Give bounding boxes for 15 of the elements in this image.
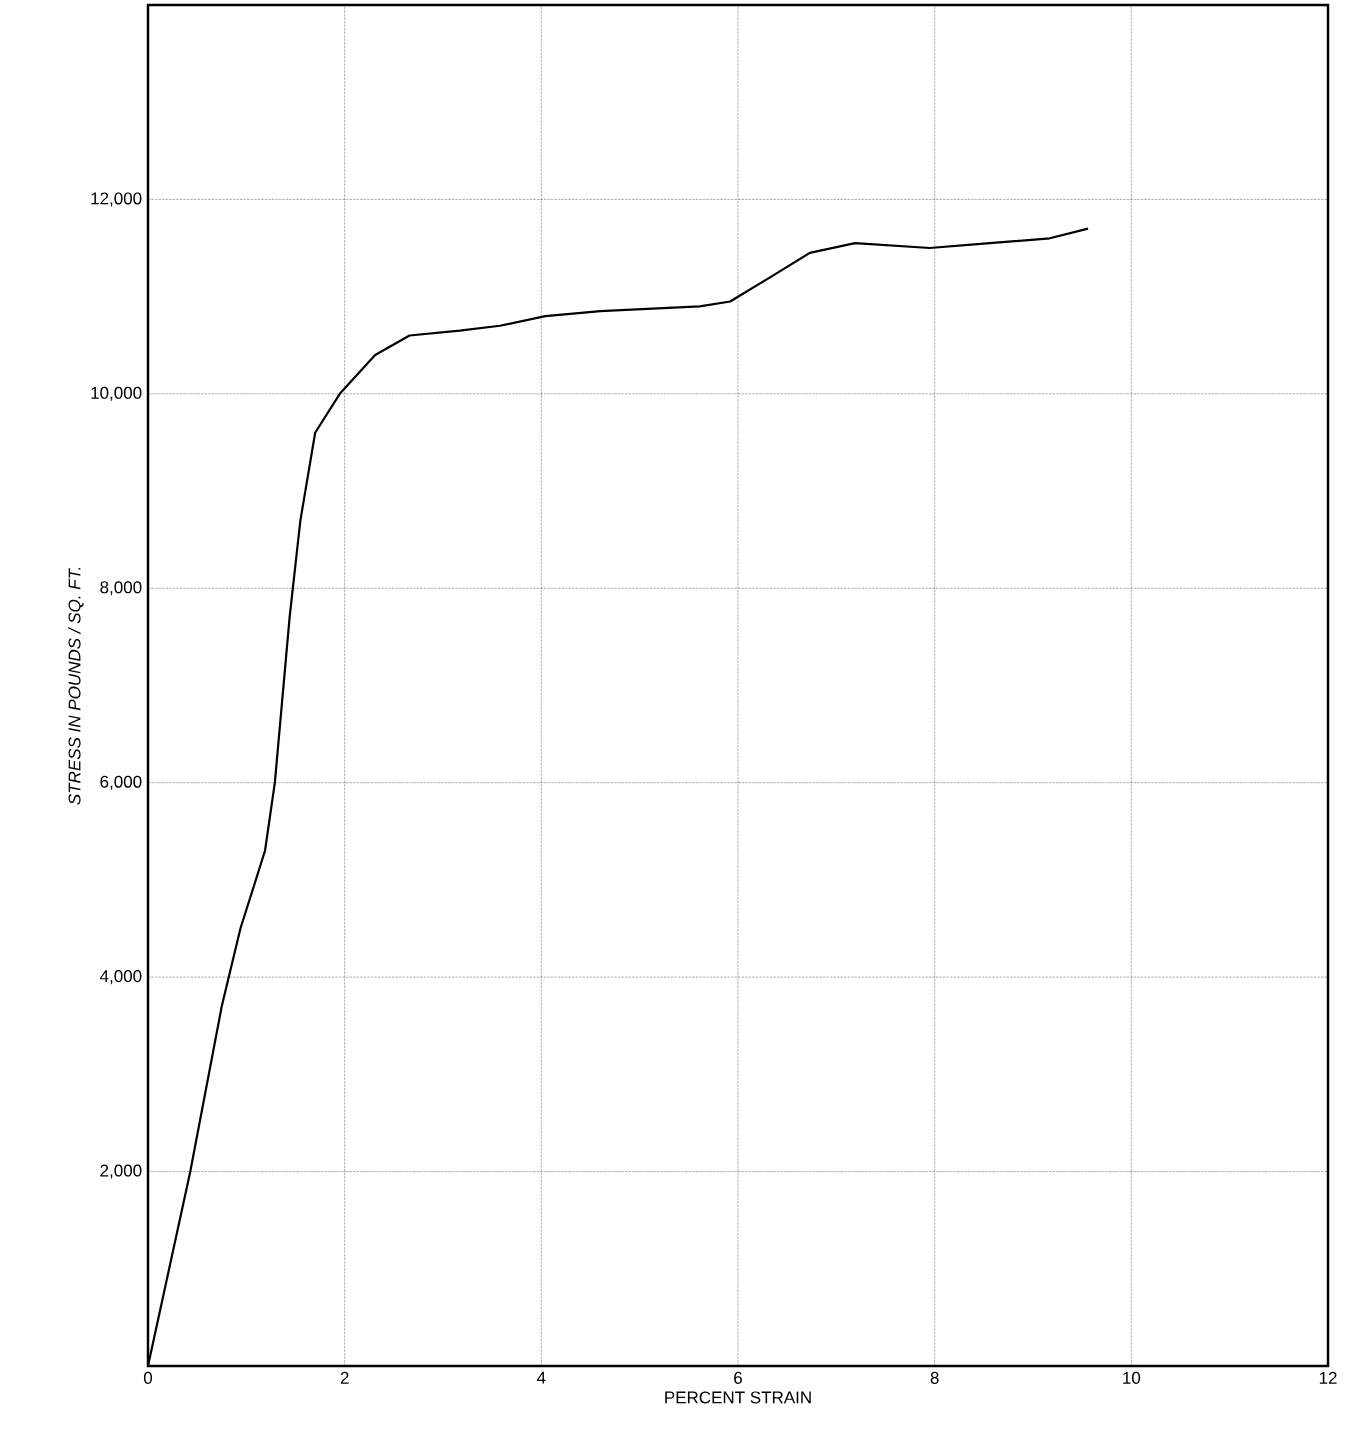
y-tick-label: 6,000 (100, 775, 142, 790)
y-tick-label: 4,000 (99, 970, 142, 985)
x-tick-label: 2 (340, 1371, 349, 1384)
y-tick-label: 12,000 (91, 192, 142, 207)
y-tick-label: 2,000 (100, 1164, 142, 1179)
x-axis-title: PERCENT STRAIN (665, 1391, 811, 1404)
x-tick-label: 4 (537, 1371, 546, 1384)
x-tick-label: 12 (1319, 1371, 1337, 1384)
y-tick-label: 8,000 (100, 581, 142, 596)
y-axis-title: STRESS IN POUNDS / SQ. FT. (68, 567, 84, 805)
y-tick-label: 10,000 (91, 386, 142, 401)
x-tick-label: 8 (930, 1371, 939, 1384)
x-tick-label: 10 (1123, 1371, 1141, 1384)
x-tick-label: 6 (734, 1371, 742, 1384)
x-tick-label: 0 (143, 1371, 153, 1384)
